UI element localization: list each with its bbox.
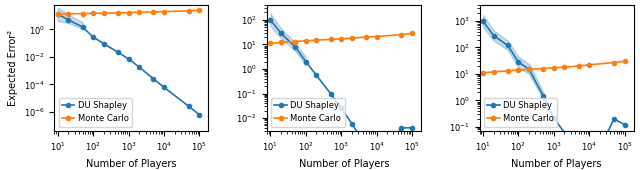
Monte Carlo (490, 71, 497, 73)
DU Shapley (267, 19, 275, 21)
DU Shapley (326, 92, 334, 95)
DU Shapley (362, 145, 370, 147)
DU Shapley (114, 51, 122, 53)
Monte Carlo (525, 68, 533, 70)
Monte Carlo (479, 72, 487, 74)
Monte Carlo (291, 41, 299, 43)
Monte Carlo (114, 12, 122, 14)
Monte Carlo (277, 41, 285, 44)
Monte Carlo (79, 13, 86, 15)
Line: Monte Carlo: Monte Carlo (481, 59, 627, 75)
Legend: DU Shapley, Monte Carlo: DU Shapley, Monte Carlo (484, 98, 557, 127)
Monte Carlo (408, 32, 416, 35)
DU Shapley (397, 127, 405, 129)
Monte Carlo (515, 69, 522, 71)
DU Shapley (348, 123, 356, 125)
Monte Carlo (302, 40, 310, 42)
DU Shapley (302, 61, 310, 63)
Monte Carlo (540, 67, 547, 70)
DU Shapley (621, 124, 628, 126)
Monte Carlo (362, 36, 370, 38)
Monte Carlo (65, 13, 72, 15)
DU Shapley (372, 162, 380, 164)
DU Shapley (160, 86, 168, 88)
Legend: DU Shapley, Monte Carlo: DU Shapley, Monte Carlo (271, 98, 344, 127)
Monte Carlo (196, 9, 204, 11)
DU Shapley (277, 32, 285, 35)
DU Shapley (312, 74, 320, 76)
Monte Carlo (621, 60, 628, 62)
Monte Carlo (550, 67, 557, 69)
X-axis label: Number of Players: Number of Players (299, 159, 389, 169)
Monte Carlo (575, 65, 582, 67)
Monte Carlo (372, 36, 380, 38)
DU Shapley (550, 117, 557, 119)
Line: Monte Carlo: Monte Carlo (56, 8, 202, 16)
Line: DU Shapley: DU Shapley (481, 19, 627, 170)
Monte Carlo (136, 11, 143, 13)
X-axis label: Number of Players: Number of Players (511, 159, 602, 169)
DU Shapley (490, 35, 497, 37)
DU Shapley (90, 36, 97, 38)
DU Shapley (540, 95, 547, 97)
DU Shapley (65, 19, 72, 21)
Line: DU Shapley: DU Shapley (56, 12, 202, 117)
DU Shapley (525, 68, 533, 70)
DU Shapley (337, 107, 345, 109)
DU Shapley (561, 132, 568, 134)
DU Shapley (185, 105, 193, 107)
Monte Carlo (586, 64, 593, 66)
Monte Carlo (185, 10, 193, 12)
Line: Monte Carlo: Monte Carlo (268, 31, 414, 46)
Y-axis label: Expected Error²: Expected Error² (8, 30, 18, 106)
Monte Carlo (160, 11, 168, 13)
X-axis label: Number of Players: Number of Players (86, 159, 177, 169)
DU Shapley (408, 127, 416, 129)
Legend: DU Shapley, Monte Carlo: DU Shapley, Monte Carlo (59, 98, 132, 127)
Monte Carlo (90, 12, 97, 14)
Monte Carlo (337, 38, 345, 40)
DU Shapley (515, 61, 522, 63)
DU Shapley (79, 26, 86, 28)
DU Shapley (610, 118, 618, 120)
DU Shapley (125, 58, 132, 60)
Monte Carlo (348, 37, 356, 39)
DU Shapley (504, 44, 511, 46)
DU Shapley (136, 66, 143, 68)
DU Shapley (196, 114, 204, 116)
DU Shapley (54, 13, 61, 15)
Monte Carlo (326, 38, 334, 40)
Monte Carlo (610, 62, 618, 64)
Monte Carlo (100, 12, 108, 14)
Monte Carlo (561, 66, 568, 68)
DU Shapley (291, 46, 299, 48)
Monte Carlo (54, 13, 61, 15)
DU Shapley (479, 20, 487, 22)
Monte Carlo (125, 12, 132, 14)
Monte Carlo (150, 11, 157, 13)
Monte Carlo (312, 39, 320, 41)
Monte Carlo (397, 34, 405, 36)
DU Shapley (100, 43, 108, 45)
Monte Carlo (504, 70, 511, 72)
DU Shapley (575, 155, 582, 157)
DU Shapley (150, 78, 157, 80)
Line: DU Shapley: DU Shapley (268, 18, 414, 165)
Monte Carlo (267, 42, 275, 44)
